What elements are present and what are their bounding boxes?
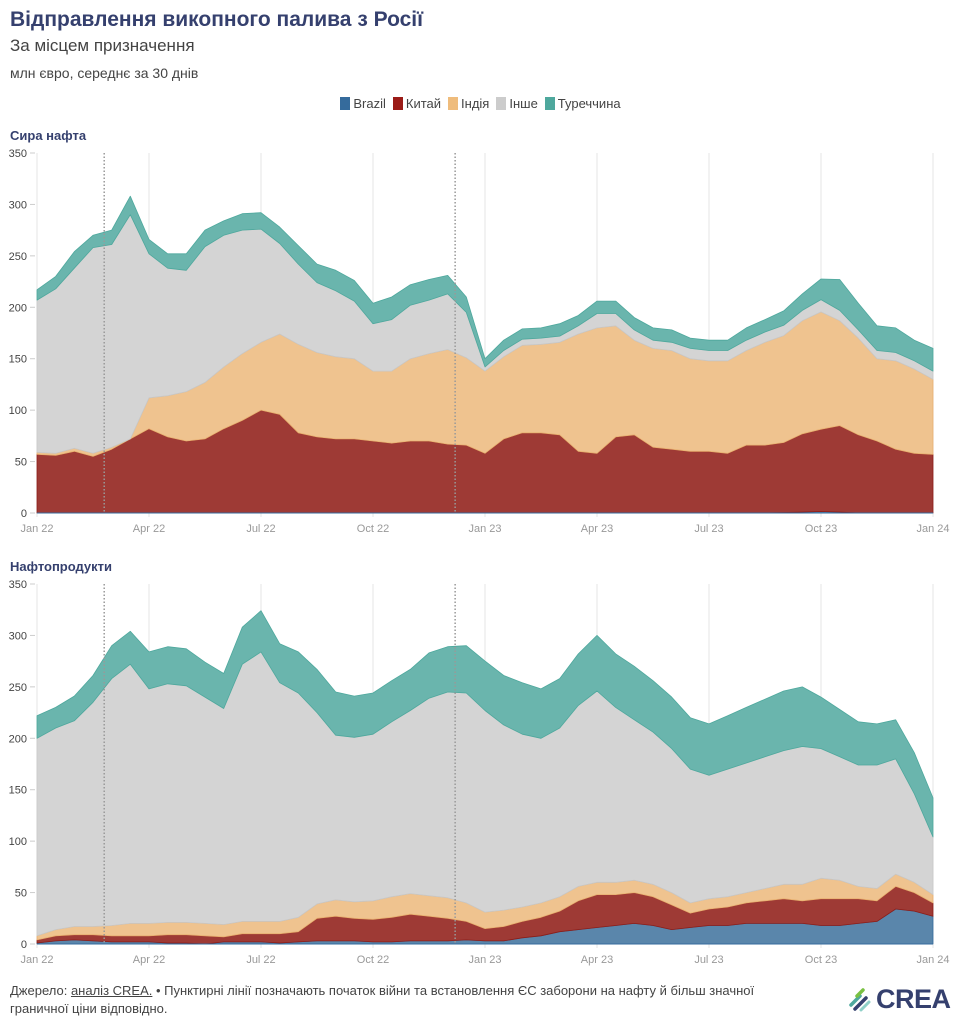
legend-swatch — [448, 97, 459, 110]
crude-oil-chart: Jan 22 Apr 22 Jul 22 Oct 22 Jan 23 Apr 23 Jul … — [9, 148, 950, 535]
footer-text: • Пунктирні лінії позначають початок вій… — [10, 983, 755, 1016]
y-tick-label: 350 — [9, 148, 27, 160]
units-label: млн євро, середнє за 30 днів — [10, 65, 199, 81]
oil-products-chart: Jan 22 Apr 22 Jul 22 Oct 22 Jan 23 Apr 23 Jul … — [9, 579, 950, 966]
x-tick-label: Apr 22 — [133, 523, 165, 535]
y-tick-label: 100 — [9, 405, 27, 417]
x-tick-label: Jan 24 — [916, 954, 949, 966]
crea-logo[interactable]: CREA — [848, 984, 951, 1015]
y-tick-label: 200 — [9, 302, 27, 314]
y-tick-label: 300 — [9, 630, 27, 642]
legend-label: Індія — [461, 96, 490, 111]
legend-item-other[interactable]: Інше — [496, 96, 538, 111]
source-link[interactable]: аналіз CREA. — [70, 983, 153, 998]
y-tick-label: 150 — [9, 785, 27, 797]
legend-swatch — [496, 97, 507, 110]
x-tick-label: Oct 22 — [357, 954, 389, 966]
area-series-туреччина[interactable] — [36, 610, 934, 838]
y-tick-label: 250 — [9, 682, 27, 694]
legend-item-india[interactable]: Індія — [448, 96, 489, 111]
y-tick-label: 100 — [9, 836, 27, 848]
chart-title: Відправлення викопного палива з Росії — [10, 8, 424, 31]
legend-swatch — [392, 97, 403, 110]
x-tick-label: Jan 22 — [20, 954, 53, 966]
legend-swatch — [544, 97, 555, 110]
legend-label: Brazil — [353, 96, 386, 111]
area-series-туреччина[interactable] — [36, 195, 934, 372]
legend-label: Китай — [405, 96, 442, 111]
footer-note: Джерело: аналіз CREA. • Пунктирні лінії … — [10, 982, 800, 1018]
y-tick-label: 50 — [15, 888, 27, 900]
x-tick-label: Apr 23 — [581, 523, 613, 535]
legend-item-brazil[interactable]: Brazil — [340, 96, 386, 111]
x-tick-label: Jul 23 — [694, 954, 723, 966]
crea-logo-text: CREA — [876, 984, 951, 1014]
legend-item-turkey[interactable]: Туреччина — [544, 96, 621, 111]
y-tick-label: 0 — [21, 508, 27, 520]
y-tick-label: 300 — [9, 199, 27, 211]
panel-title-crude: Сира нафта — [10, 128, 87, 143]
source-label: Джерело: — [10, 983, 71, 998]
legend-label: Туреччина — [557, 96, 621, 111]
legend-label: Інше — [509, 96, 538, 111]
x-tick-label: Jul 22 — [246, 954, 275, 966]
y-tick-label: 150 — [9, 354, 27, 366]
x-tick-label: Oct 23 — [805, 523, 837, 535]
x-tick-label: Jan 23 — [468, 954, 501, 966]
x-tick-label: Jul 23 — [694, 523, 723, 535]
legend-swatch — [340, 97, 351, 110]
y-tick-label: 350 — [9, 579, 27, 591]
y-tick-label: 0 — [21, 939, 27, 951]
x-tick-label: Oct 22 — [357, 523, 389, 535]
x-tick-label: Jan 24 — [916, 523, 949, 535]
x-tick-label: Jul 22 — [246, 523, 275, 535]
crea-logo-icon — [849, 987, 871, 1011]
chart-subtitle: За місцем призначення — [10, 36, 195, 55]
x-tick-label: Apr 22 — [133, 954, 165, 966]
x-tick-label: Oct 23 — [805, 954, 837, 966]
panel-title-products: Нафтопродукти — [10, 559, 113, 574]
x-tick-label: Jan 23 — [468, 523, 501, 535]
y-tick-label: 200 — [9, 733, 27, 745]
x-tick-label: Jan 22 — [20, 523, 53, 535]
y-tick-label: 50 — [15, 457, 27, 469]
legend-item-china[interactable]: Китай — [392, 96, 442, 111]
x-tick-label: Apr 23 — [581, 954, 613, 966]
y-tick-label: 250 — [9, 251, 27, 263]
legend: Brazil Китай Індія Інше Туреччина — [0, 96, 961, 111]
